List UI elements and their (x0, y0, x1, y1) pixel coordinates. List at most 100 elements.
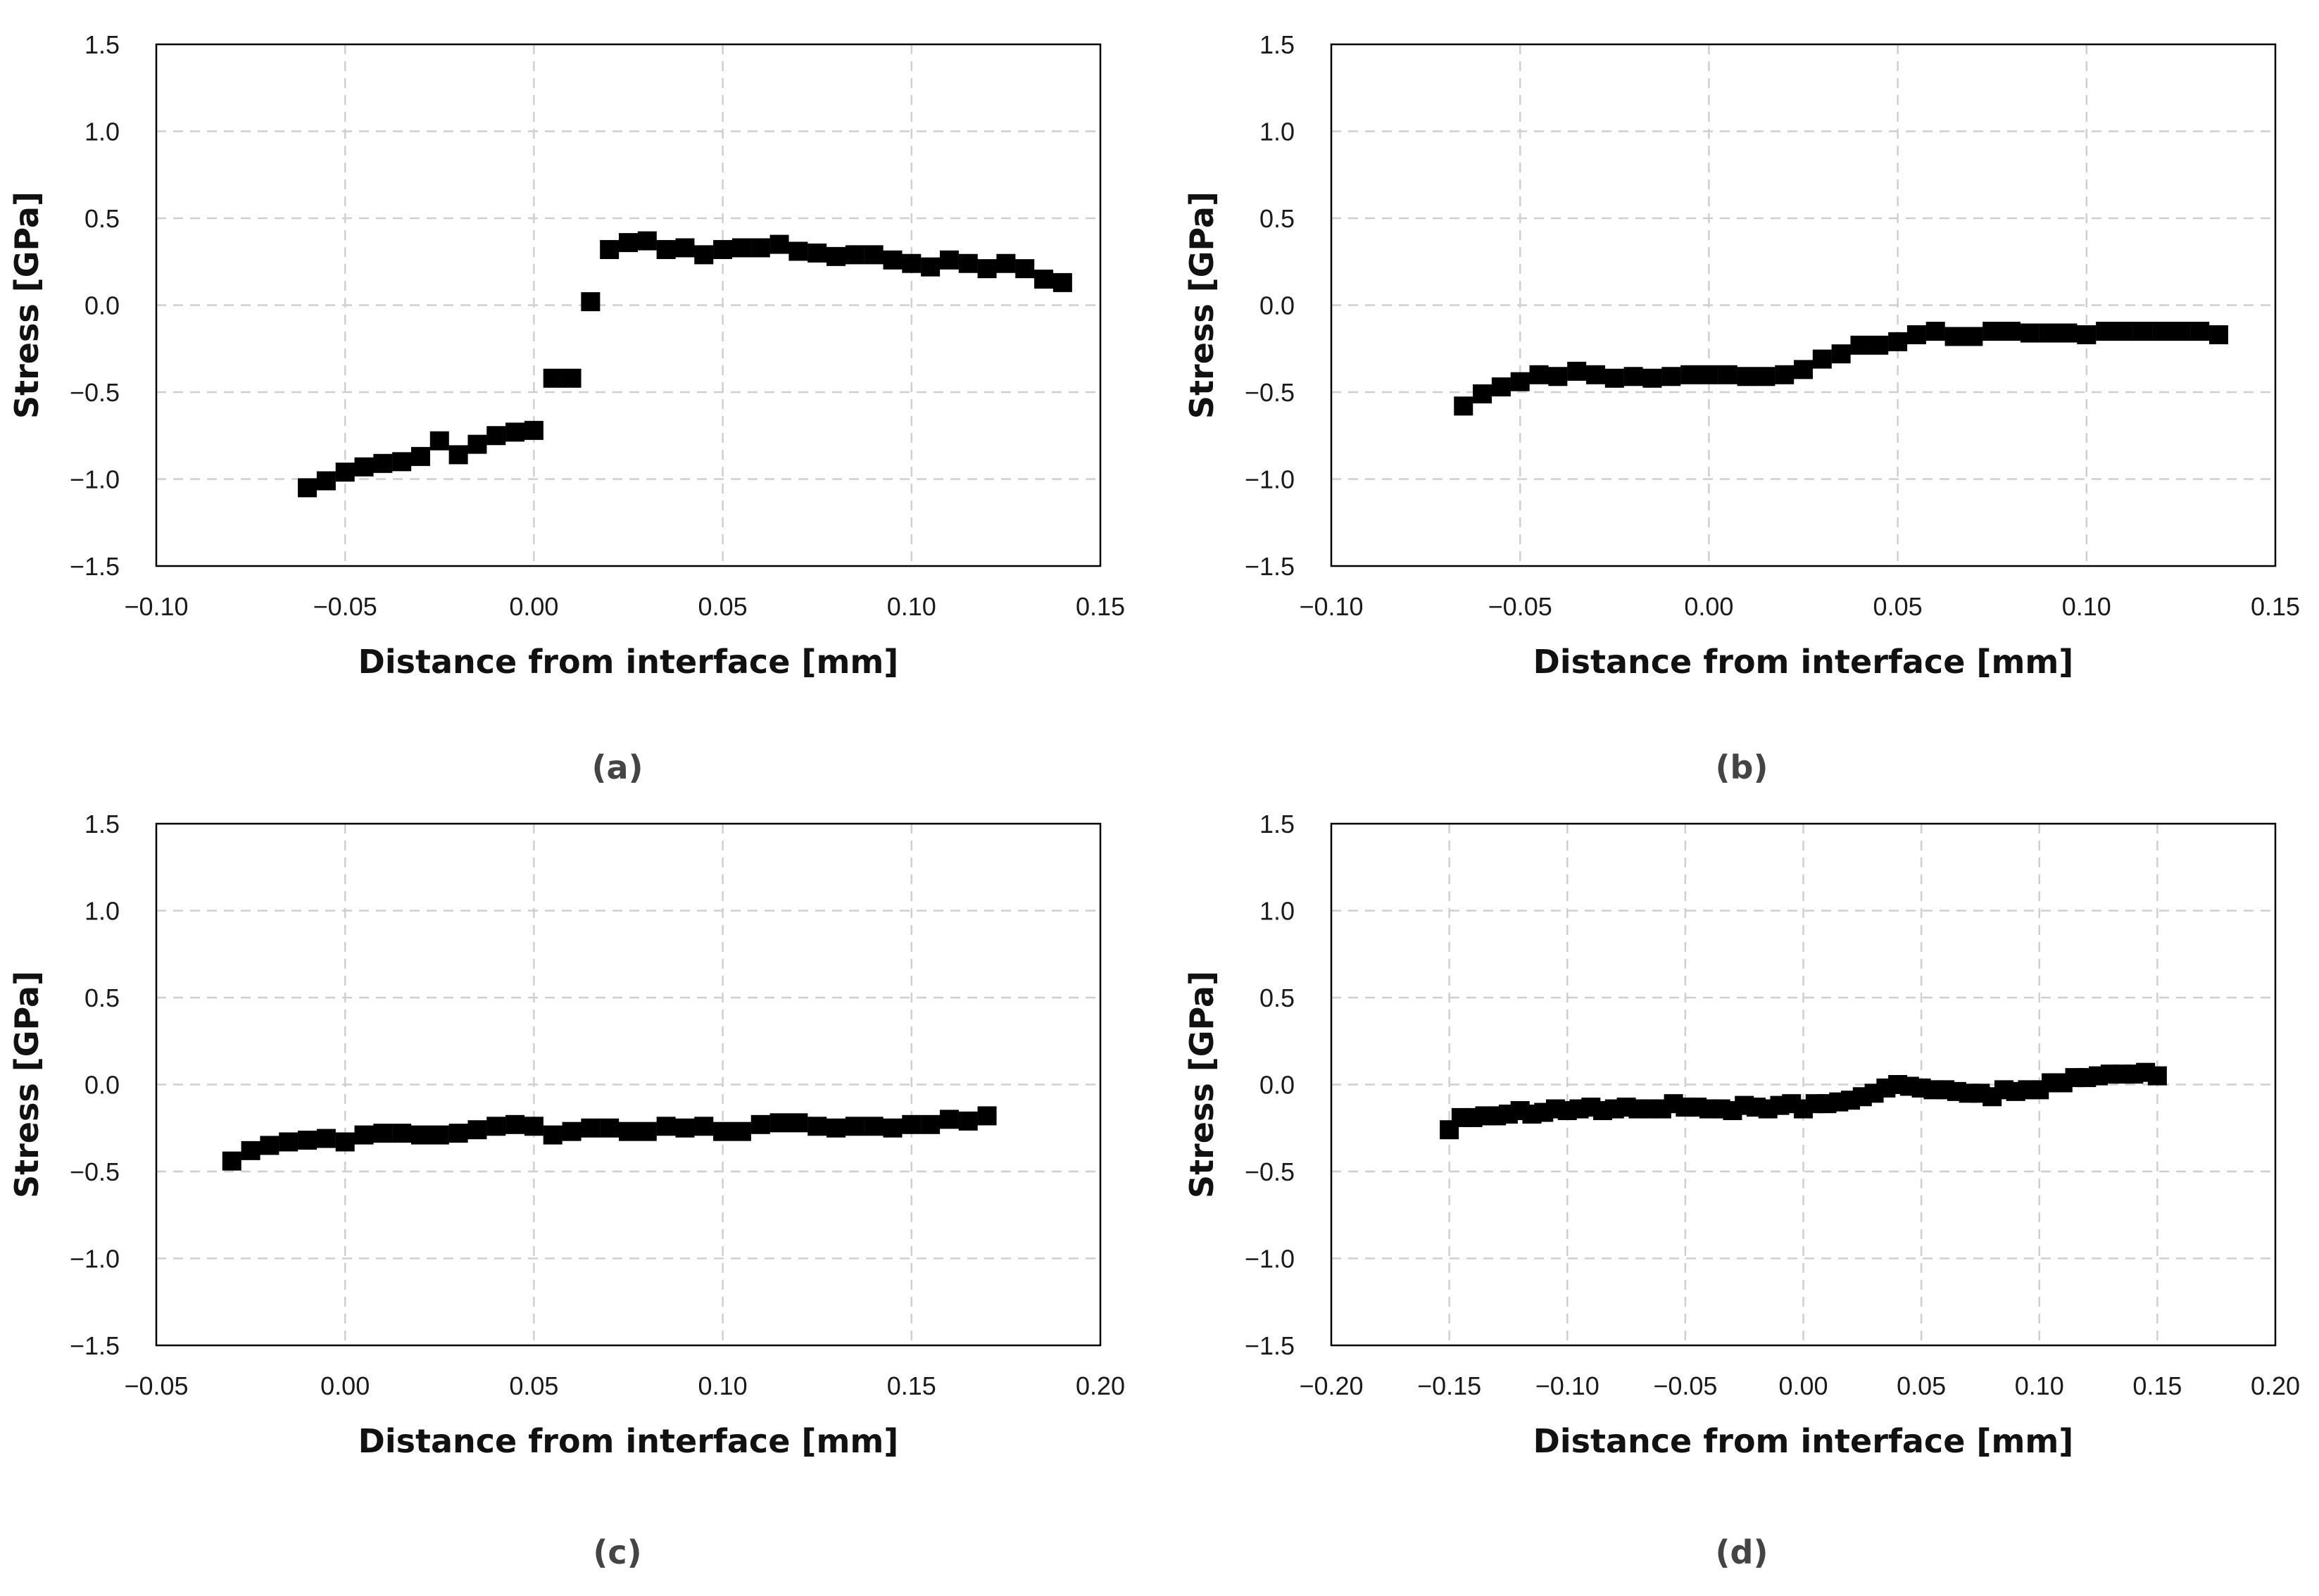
data-point (2058, 323, 2078, 343)
data-point (1944, 327, 1964, 346)
y-tick-label: −1.0 (70, 465, 120, 494)
x-tick-label: 0.10 (698, 1371, 748, 1400)
data-point (1925, 322, 1945, 341)
y-tick-label: 1.5 (1259, 30, 1295, 59)
panel-label: (b) (1716, 748, 1768, 786)
data-point (1888, 332, 1908, 351)
x-tick-label: 0.00 (320, 1371, 370, 1400)
x-tick-label: 0.05 (1897, 1371, 1946, 1400)
data-point (1015, 259, 1035, 279)
x-tick-label: 0.10 (2062, 592, 2111, 621)
y-axis-title: Stress [GPa] (1183, 971, 1221, 1198)
data-point (581, 292, 601, 312)
data-point (260, 1136, 279, 1155)
data-point (883, 1118, 903, 1138)
data-point (410, 446, 430, 466)
data-point (1699, 365, 1718, 384)
data-point (864, 245, 884, 265)
data-point (1052, 272, 1072, 292)
x-tick-label: 0.10 (887, 592, 936, 621)
x-tick-label: −0.10 (124, 592, 188, 621)
data-point (958, 253, 978, 273)
data-point (845, 1117, 865, 1136)
data-point (505, 422, 525, 442)
data-point (637, 1121, 657, 1141)
data-point (467, 434, 487, 454)
data-point (939, 250, 959, 270)
data-point (1510, 372, 1530, 391)
plot-frame (1330, 822, 2277, 1347)
data-point (486, 426, 506, 446)
data-point (1661, 367, 1681, 387)
data-point (600, 239, 620, 259)
x-axis-title: Distance from interface [mm] (358, 643, 899, 681)
data-point (543, 368, 563, 388)
y-tick-label: 0.5 (1259, 204, 1295, 233)
data-point (581, 1118, 601, 1138)
panel-label: (c) (593, 1533, 641, 1571)
plot-frame (155, 43, 1102, 567)
data-point (562, 368, 582, 388)
data-point (694, 245, 714, 265)
data-point (939, 1110, 959, 1129)
data-point (2114, 322, 2134, 341)
data-point (410, 1125, 430, 1145)
data-point (750, 1114, 770, 1134)
x-tick-label: 0.15 (2251, 592, 2300, 621)
data-point (354, 457, 374, 477)
data-point (864, 1117, 884, 1136)
x-tick-label: 0.15 (1076, 592, 1125, 621)
data-point (713, 1121, 733, 1141)
y-tick-label: 1.0 (1259, 897, 1295, 926)
data-point (977, 1106, 997, 1126)
data-point (543, 1125, 563, 1145)
data-point (1831, 344, 1851, 364)
x-tick-label: −0.15 (1417, 1371, 1481, 1400)
data-point (316, 1129, 336, 1148)
data-point (524, 1117, 543, 1136)
data-point (675, 1118, 695, 1138)
data-point (2133, 322, 2153, 341)
y-tick-label: 0.5 (84, 204, 120, 233)
data-point (1963, 327, 1983, 346)
data-point (2171, 322, 2191, 341)
panel-label: (d) (1716, 1533, 1768, 1571)
data-point (1473, 384, 1492, 403)
data-point (637, 231, 657, 251)
x-tick-label: 0.00 (509, 592, 558, 621)
data-point (467, 1120, 487, 1140)
data-point (902, 253, 922, 273)
data-point (2001, 322, 2021, 341)
data-point (1454, 396, 1473, 416)
data-point (316, 471, 336, 491)
y-tick-label: 0.0 (84, 1071, 120, 1100)
chart-panel-d: −1.5 −1.0 −0.5 0.0 0.5 1.0 1.5 −0.20 −0.15 −0.10 −… (1183, 810, 2300, 1571)
data-point (1585, 365, 1605, 384)
y-tick-label: −1.5 (70, 1331, 120, 1360)
y-tick-label: −0.5 (1245, 378, 1295, 407)
y-tick-label: −1.5 (1245, 552, 1295, 581)
data-point (883, 250, 903, 270)
data-point (827, 1118, 846, 1138)
data-point (958, 1111, 978, 1131)
data-point (656, 239, 676, 259)
chart-panel-a: −1.5 −1.0 −0.5 0.0 0.5 1.0 1.5 −0.10 −0.05 0.00 0.… (8, 30, 1125, 786)
data-point (977, 259, 997, 279)
data-point (807, 243, 827, 263)
x-axis-title: Distance from interface [mm] (358, 1422, 899, 1460)
data-point (298, 478, 318, 498)
data-point (2152, 322, 2172, 341)
y-tick-label: 1.0 (84, 897, 120, 926)
data-point (354, 1125, 374, 1145)
data-point (675, 238, 695, 258)
data-point (335, 1132, 355, 1152)
y-tick-label: −1.5 (1245, 1331, 1295, 1360)
data-point (373, 1124, 393, 1143)
data-point (807, 1117, 827, 1136)
x-tick-label: −0.05 (1653, 1371, 1717, 1400)
x-tick-label: −0.20 (1299, 1371, 1363, 1400)
data-point (2020, 323, 2040, 343)
y-tick-label: 1.0 (84, 118, 120, 146)
y-tick-label: 0.5 (84, 984, 120, 1012)
data-point (694, 1117, 714, 1136)
